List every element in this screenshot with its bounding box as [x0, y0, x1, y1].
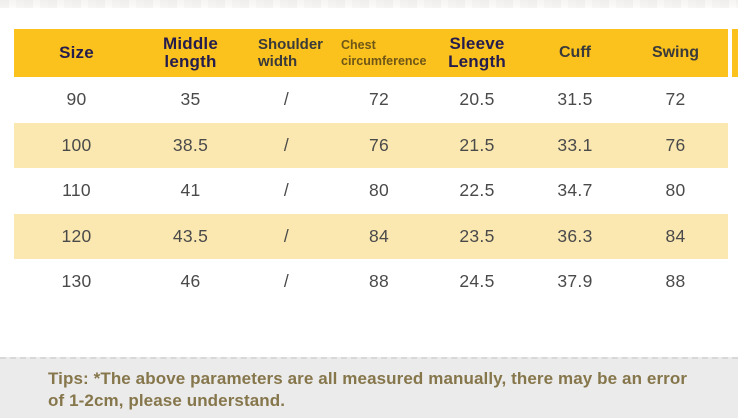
cell-swing-90: 72: [665, 89, 686, 110]
header-cell-shoulder-width: Shoulder width: [258, 35, 324, 70]
cell-size-120: 120: [61, 225, 92, 246]
cell-swing-120: 84: [665, 225, 686, 246]
cell-swing-130: 88: [665, 271, 686, 292]
header-row: Size Middle length Shoulder width Chest cir…: [14, 29, 728, 77]
size-row-100: 100 38.5 / 76 21.5 33.1 76: [14, 122, 728, 168]
tips-section: Tips: *The above parameters are all meas…: [0, 357, 738, 418]
cell-middle-length-100: 38.5: [172, 134, 209, 155]
cell-shoulder-width-120: /: [283, 225, 290, 246]
header-cell-middle-length: Middle length: [162, 34, 219, 71]
cell-middle-length-90: 35: [180, 89, 201, 110]
cell-sleeve-length-110: 22.5: [459, 180, 495, 201]
size-row-130: 130 46 / 88 24.5 37.9 88: [14, 259, 728, 305]
cell-size-90: 90: [66, 89, 87, 110]
cell-chest-circumference-120: 84: [368, 225, 390, 246]
header-cell-chest-circumference: Chest circumference: [341, 37, 427, 68]
adjacent-table-fragment: [732, 29, 738, 77]
cell-cuff-110: 34.7: [557, 180, 593, 201]
cell-sleeve-length-120: 23.5: [459, 225, 495, 246]
cell-middle-length-110: 41: [180, 180, 201, 201]
cell-sleeve-length-100: 21.5: [459, 134, 495, 155]
cell-shoulder-width-100: /: [283, 134, 290, 155]
cell-chest-circumference-130: 88: [368, 271, 390, 292]
table-body: 90 35 / 72 20.5 31.5 72 100 38.5 / 76 21.5 33.1 76 110…: [14, 77, 728, 305]
cell-middle-length-120: 43.5: [172, 225, 209, 246]
cell-chest-circumference-100: 76: [368, 134, 390, 155]
size-row-110: 110 41 / 80 22.5 34.7 80: [14, 168, 728, 214]
cell-middle-length-130: 46: [180, 271, 201, 292]
cell-size-130: 130: [61, 271, 92, 292]
size-row-90: 90 35 / 72 20.5 31.5 72: [14, 77, 728, 123]
cell-chest-circumference-110: 80: [368, 180, 390, 201]
header-cell-size: Size: [59, 43, 94, 63]
cell-sleeve-length-90: 20.5: [459, 89, 495, 110]
size-row-120: 120 43.5 / 84 23.5 36.3 84: [14, 213, 728, 259]
header-cell-swing: Swing: [651, 43, 700, 61]
cell-chest-circumference-90: 72: [368, 89, 390, 110]
cell-cuff-130: 37.9: [557, 271, 593, 292]
cell-size-100: 100: [61, 134, 92, 155]
cell-swing-100: 76: [665, 134, 686, 155]
header-cell-cuff: Cuff: [559, 43, 591, 61]
header-cell-sleeve-length: Sleeve Length: [448, 34, 506, 71]
top-texture-strip: [0, 0, 738, 8]
cell-size-110: 110: [62, 180, 91, 201]
cell-shoulder-width-110: /: [283, 180, 290, 201]
cell-cuff-120: 36.3: [557, 225, 593, 246]
cell-sleeve-length-130: 24.5: [459, 271, 495, 292]
cell-swing-110: 80: [665, 180, 686, 201]
cell-shoulder-width-130: /: [283, 271, 290, 292]
tips-text: Tips: *The above parameters are all meas…: [48, 369, 688, 411]
size-chart-table: Size Middle length Shoulder width Chest cir…: [14, 29, 728, 305]
cell-cuff-90: 31.5: [557, 89, 593, 110]
cell-cuff-100: 33.1: [557, 134, 593, 155]
cell-shoulder-width-90: /: [283, 89, 290, 110]
